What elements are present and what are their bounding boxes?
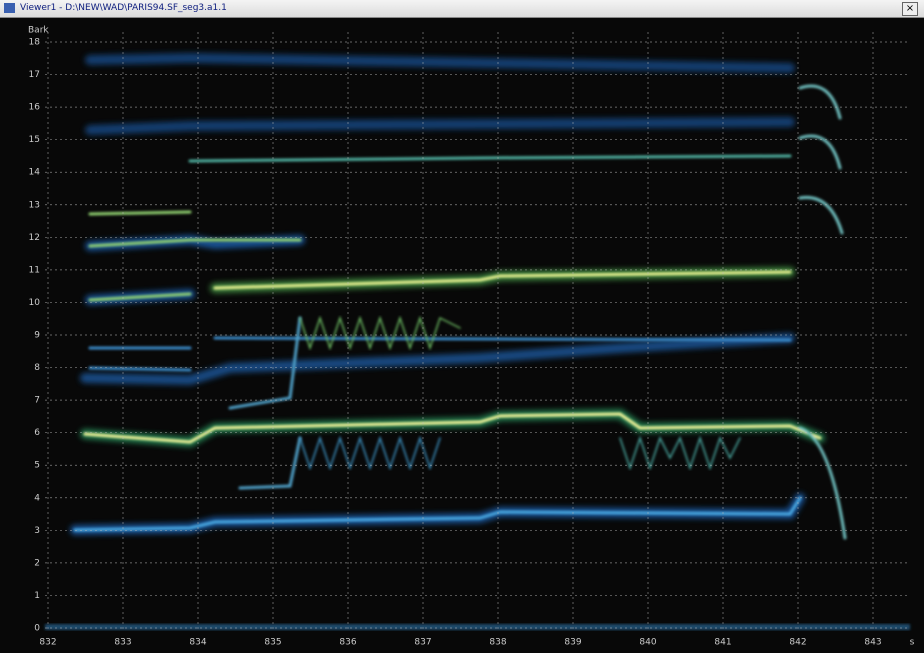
x-tick-label: 837 bbox=[414, 638, 431, 648]
close-button[interactable]: × bbox=[902, 2, 918, 16]
y-tick-label: 1 bbox=[34, 591, 40, 601]
y-tick-label: 0 bbox=[34, 624, 40, 634]
y-tick-label: 13 bbox=[29, 200, 40, 210]
app-icon bbox=[4, 3, 15, 13]
y-tick-label: 9 bbox=[34, 331, 40, 341]
y-unit: Bark bbox=[28, 26, 49, 36]
y-tick-label: 4 bbox=[34, 493, 40, 503]
y-tick-label: 10 bbox=[29, 298, 41, 308]
window-title: Viewer1 - D:\NEW\WAD\PARIS94.SF_seg3.a1.… bbox=[20, 0, 227, 17]
x-tick-label: 836 bbox=[339, 638, 356, 648]
y-tick-label: 16 bbox=[29, 103, 41, 113]
y-tick-label: 14 bbox=[29, 168, 41, 178]
y-tick-label: 6 bbox=[34, 428, 40, 438]
x-tick-label: 833 bbox=[114, 638, 131, 648]
viewer-window: Viewer1 - D:\NEW\WAD\PARIS94.SF_seg3.a1.… bbox=[0, 0, 924, 653]
x-tick-label: 843 bbox=[864, 638, 881, 648]
x-unit: s bbox=[910, 638, 915, 648]
y-tick-label: 15 bbox=[29, 135, 40, 145]
x-tick-label: 835 bbox=[264, 638, 281, 648]
title-bar: Viewer1 - D:\NEW\WAD\PARIS94.SF_seg3.a1.… bbox=[0, 0, 924, 18]
x-tick-label: 842 bbox=[789, 638, 806, 648]
x-tick-label: 838 bbox=[489, 638, 506, 648]
y-tick-label: 8 bbox=[34, 363, 40, 373]
y-tick-label: 18 bbox=[29, 38, 41, 48]
x-tick-label: 832 bbox=[39, 638, 56, 648]
x-tick-label: 834 bbox=[189, 638, 206, 648]
y-tick-label: 2 bbox=[34, 558, 40, 568]
y-tick-label: 7 bbox=[34, 396, 40, 406]
y-tick-label: 11 bbox=[29, 265, 40, 275]
x-tick-label: 839 bbox=[564, 638, 581, 648]
y-tick-label: 12 bbox=[29, 233, 40, 243]
y-tick-label: 17 bbox=[29, 70, 40, 80]
x-tick-label: 840 bbox=[639, 638, 656, 648]
x-tick-label: 841 bbox=[714, 638, 731, 648]
y-tick-label: 5 bbox=[34, 461, 40, 471]
y-tick-label: 3 bbox=[34, 526, 40, 536]
